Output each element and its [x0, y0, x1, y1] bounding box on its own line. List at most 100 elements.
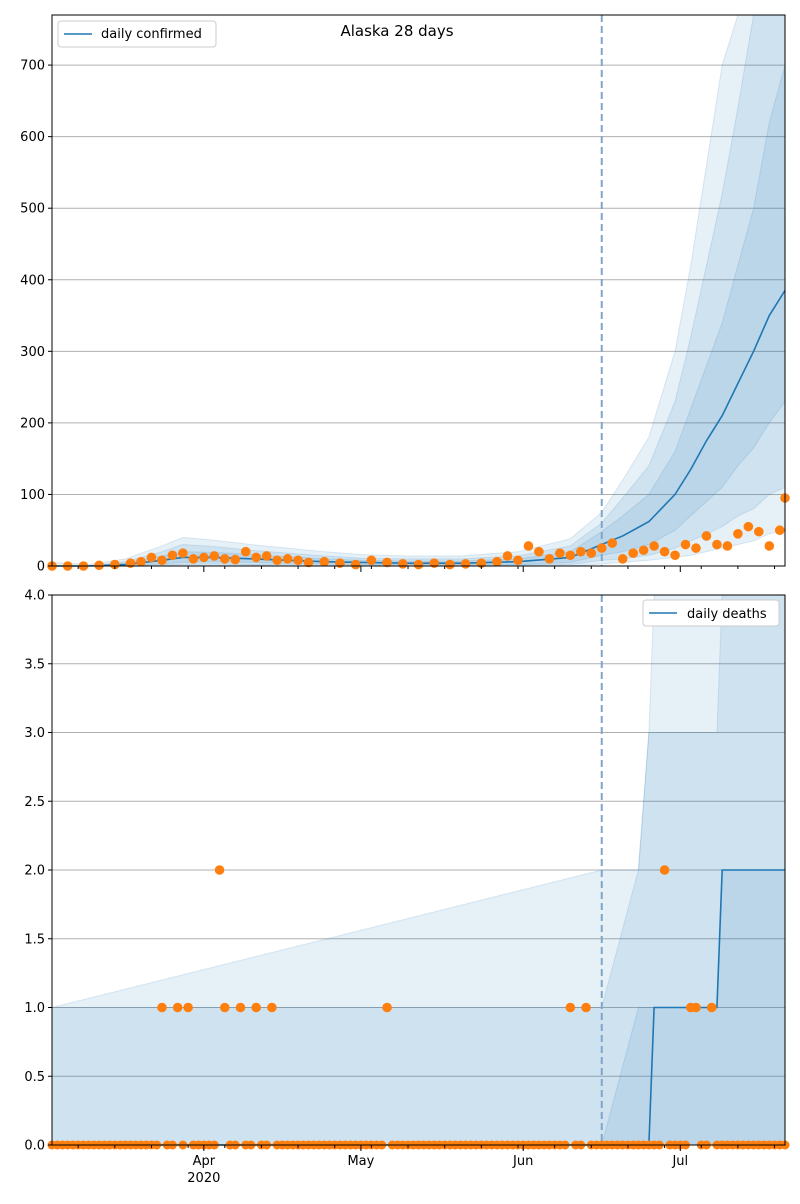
- y-tick-label: 0: [37, 560, 45, 575]
- observed-point: [649, 541, 659, 551]
- observed-point: [617, 554, 628, 564]
- confirmed-observed-points: [47, 493, 790, 571]
- observed-point: [513, 555, 523, 566]
- deaths-y-axis: 0.0 0.5 1.0 1.5 2.0 2.5 3.0 3.5 4.0: [24, 589, 52, 1154]
- observed-point: [261, 551, 272, 561]
- observed-point: [251, 1002, 261, 1013]
- y-tick-label: 500: [20, 202, 45, 217]
- observed-point: [272, 555, 282, 566]
- x-tick-year-label: 2020: [187, 1171, 220, 1186]
- observed-point: [607, 538, 618, 548]
- y-tick-label: 4.0: [24, 589, 45, 604]
- observed-point: [219, 1002, 230, 1013]
- observed-point: [235, 1002, 246, 1013]
- observed-point: [110, 559, 120, 570]
- y-tick-label: 2.5: [24, 795, 45, 810]
- observed-point: [178, 548, 188, 558]
- observed-point: [251, 552, 261, 563]
- observed-point: [293, 555, 303, 566]
- y-tick-label: 600: [20, 130, 45, 145]
- observed-point: [659, 546, 670, 557]
- observed-point: [555, 548, 565, 558]
- observed-point: [502, 551, 513, 561]
- observed-point: [172, 1002, 183, 1013]
- observed-point: [581, 1002, 591, 1013]
- observed-point: [733, 528, 743, 539]
- observed-point: [743, 521, 754, 532]
- observed-point: [565, 1002, 576, 1013]
- observed-point: [691, 1002, 701, 1013]
- deaths-legend: daily deaths: [642, 599, 780, 627]
- observed-point: [382, 557, 392, 568]
- observed-point: [680, 539, 691, 550]
- observed-point: [596, 543, 607, 553]
- y-tick-label: 0.5: [24, 1070, 45, 1085]
- observed-point: [523, 541, 534, 551]
- y-tick-label: 1.5: [24, 932, 45, 947]
- observed-point: [397, 559, 408, 569]
- confirmed-legend: daily confirmed: [57, 20, 217, 48]
- x-tick-label: May: [347, 1154, 374, 1169]
- observed-point: [576, 546, 586, 557]
- observed-point: [303, 557, 314, 568]
- observed-point: [691, 543, 701, 553]
- observed-point: [534, 546, 544, 557]
- x-tick-label: Jun: [512, 1154, 533, 1169]
- observed-point: [183, 1002, 193, 1013]
- observed-point: [282, 554, 293, 564]
- observed-point: [764, 541, 775, 551]
- x-tick-label: Apr: [193, 1154, 216, 1169]
- observed-point: [413, 559, 424, 570]
- observed-point: [659, 865, 670, 875]
- chart-title: Alaska 28 days: [340, 22, 453, 40]
- observed-point: [445, 559, 455, 570]
- observed-point: [240, 546, 251, 557]
- observed-point: [774, 525, 785, 536]
- y-tick-label: 200: [20, 416, 45, 431]
- observed-point: [188, 554, 199, 564]
- observed-point: [319, 556, 330, 567]
- observed-point: [492, 556, 502, 567]
- observed-point: [230, 554, 241, 565]
- y-tick-label: 1.0: [24, 1001, 45, 1016]
- observed-point: [565, 550, 576, 561]
- deaths-legend-label: daily deaths: [687, 607, 767, 622]
- deaths-plot-frame: [51, 594, 786, 1146]
- observed-point: [460, 559, 471, 569]
- observed-point: [638, 545, 649, 556]
- deaths-x-axis: Apr 2020 May Jun Jul: [77, 1145, 776, 1186]
- observed-point: [94, 560, 104, 571]
- y-tick-label: 3.5: [24, 657, 45, 672]
- x-tick-label: Jul: [671, 1154, 688, 1169]
- observed-point: [350, 559, 361, 570]
- confirmed-y-axis: 0 100 200 300 400 500 600 700: [20, 59, 52, 575]
- observed-point: [267, 1002, 277, 1013]
- observed-point: [722, 541, 733, 551]
- observed-point: [586, 548, 597, 558]
- y-tick-label: 100: [20, 488, 45, 503]
- confirmed-legend-label: daily confirmed: [101, 27, 202, 42]
- observed-point: [754, 526, 764, 537]
- observed-point: [214, 865, 225, 875]
- y-tick-label: 700: [20, 59, 45, 74]
- observed-point: [544, 554, 555, 564]
- observed-point: [366, 555, 377, 566]
- y-tick-label: 400: [20, 273, 45, 288]
- observed-point: [157, 555, 167, 566]
- observed-point: [199, 552, 209, 563]
- observed-point: [382, 1002, 392, 1013]
- observed-point: [209, 551, 220, 561]
- y-tick-label: 0.0: [24, 1139, 45, 1154]
- observed-point: [712, 539, 722, 550]
- y-tick-label: 2.0: [24, 864, 45, 879]
- observed-point: [157, 1002, 167, 1013]
- observed-point: [670, 550, 680, 561]
- observed-point: [167, 550, 178, 561]
- observed-point: [136, 556, 146, 567]
- deaths-panel: 0.0 0.5 1.0 1.5 2.0 2.5 3.0 3.5 4.0 Apr 2020 May Ju…: [24, 589, 790, 1186]
- confirmed-plot-frame: [51, 14, 786, 567]
- observed-point: [706, 1002, 717, 1013]
- confirmed-panel: 0 100 200 300 400 500 600 700 Alaska 28 days da…: [20, 14, 790, 575]
- observed-point: [219, 554, 230, 564]
